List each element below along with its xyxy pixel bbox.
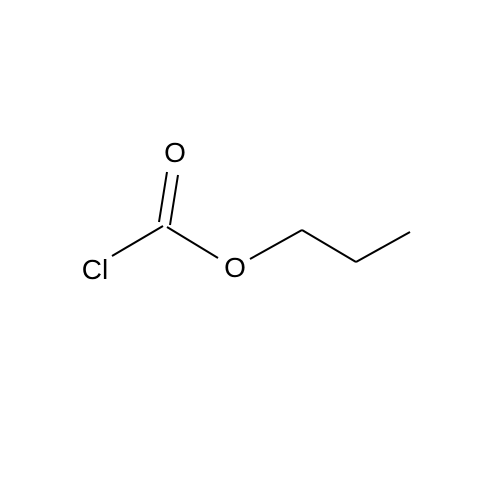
bond-o-ch2 [250, 230, 302, 259]
bond-ch2-ch3 [356, 232, 410, 262]
bond-cl-c [112, 226, 163, 256]
molecule-canvas [0, 0, 500, 500]
atom-label-cl: Cl [82, 254, 108, 286]
bond-c-o-double-2 [170, 175, 178, 225]
atom-label-o-single: O [224, 252, 246, 284]
bond-c-o-double-1 [159, 172, 167, 222]
bonds-group [112, 172, 410, 262]
bond-ch2-ch2 [302, 230, 356, 262]
atom-label-o-double: O [164, 137, 186, 169]
bond-c-o-single [167, 227, 218, 258]
